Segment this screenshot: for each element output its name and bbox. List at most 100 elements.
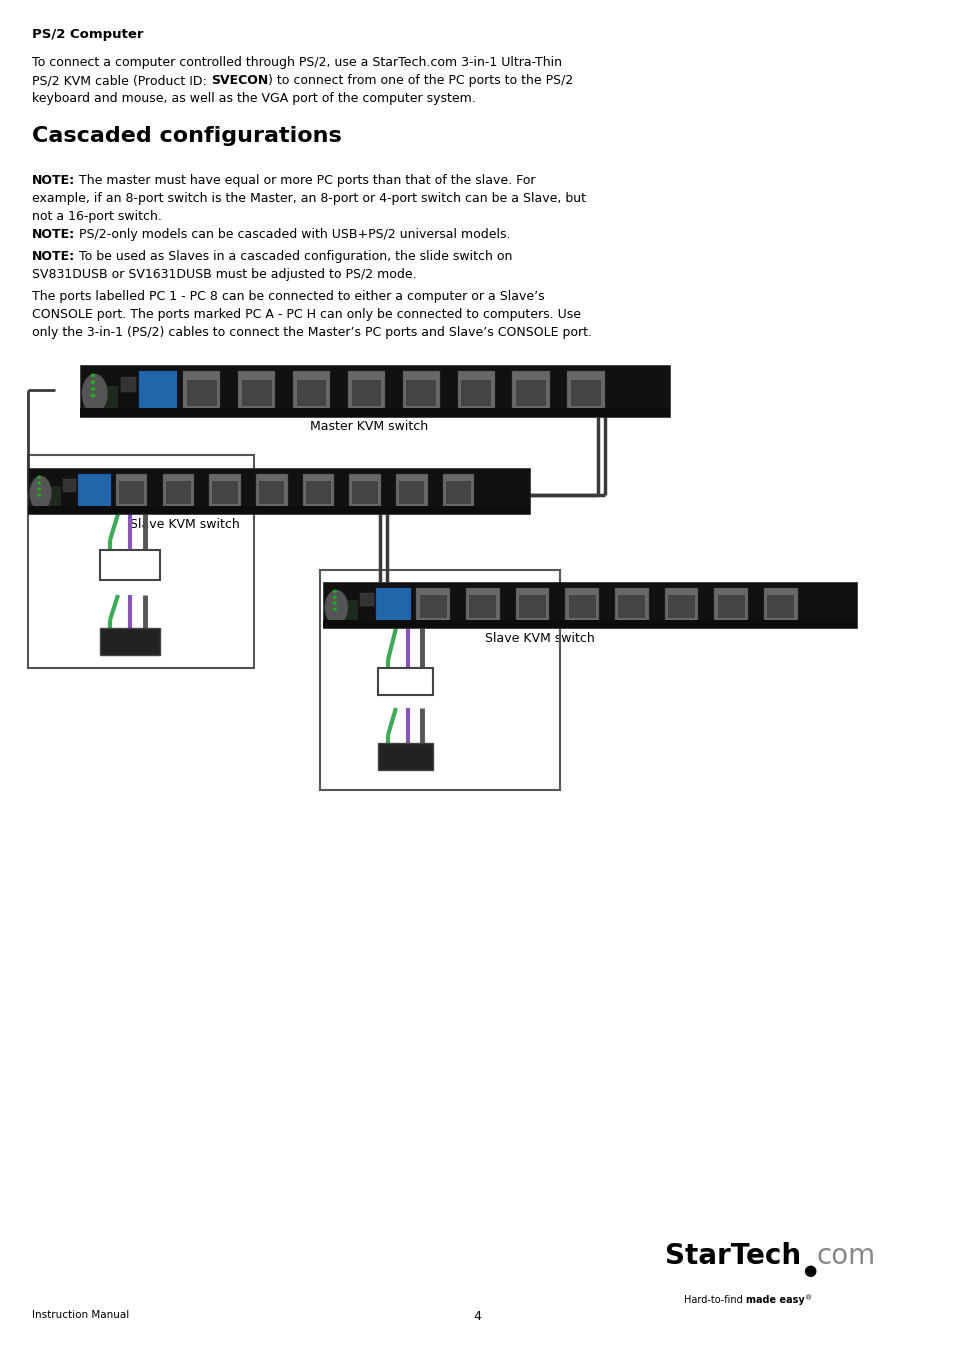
Text: NOTE:: NOTE:	[32, 229, 75, 241]
Text: Hard-to-find: Hard-to-find	[683, 1295, 745, 1305]
Bar	[377, 742, 433, 769]
Ellipse shape	[37, 494, 41, 496]
Ellipse shape	[91, 387, 95, 391]
Bar	[763, 588, 797, 620]
Text: StarTech: StarTech	[664, 1241, 801, 1270]
Text: To connect a computer controlled through PS/2, use a StarTech.com 3-in-1 Ultra-T: To connect a computer controlled through…	[32, 56, 561, 69]
Bar	[296, 379, 326, 406]
Bar	[416, 588, 450, 620]
Bar	[115, 473, 148, 507]
Bar	[325, 600, 357, 625]
Bar	[162, 473, 194, 507]
Bar	[323, 620, 856, 628]
Text: only the 3-in-1 (PS/2) cables to connect the Master’s PC ports and Slave’s CONSO: only the 3-in-1 (PS/2) cables to connect…	[32, 325, 592, 339]
Bar	[255, 473, 287, 507]
Bar	[305, 482, 331, 504]
Bar	[714, 588, 747, 620]
Bar	[348, 371, 385, 409]
Text: example, if an 8-port switch is the Master, an 8-port or 4-port switch can be a : example, if an 8-port switch is the Mast…	[32, 192, 585, 204]
Bar	[406, 379, 436, 406]
Bar	[615, 588, 648, 620]
Bar	[618, 594, 644, 619]
Bar	[119, 482, 144, 504]
Text: made easy: made easy	[745, 1295, 804, 1305]
Text: PS/2 Computer: PS/2 Computer	[32, 28, 143, 40]
Bar	[166, 482, 191, 504]
Bar	[398, 482, 424, 504]
Bar	[461, 379, 491, 406]
Bar	[293, 371, 330, 409]
Ellipse shape	[333, 601, 336, 605]
Text: CONSOLE port. The ports marked PC A - PC H can only be connected to computers. U: CONSOLE port. The ports marked PC A - PC…	[32, 308, 580, 321]
Bar	[238, 371, 275, 409]
Bar	[419, 594, 446, 619]
Bar	[516, 379, 545, 406]
Ellipse shape	[91, 394, 95, 398]
Ellipse shape	[333, 589, 336, 593]
Bar	[518, 594, 545, 619]
Bar	[402, 371, 439, 409]
Bar	[209, 473, 240, 507]
Bar	[766, 594, 794, 619]
Ellipse shape	[333, 608, 336, 611]
Text: ) to connect from one of the PC ports to the PS/2: ) to connect from one of the PC ports to…	[268, 74, 573, 87]
Ellipse shape	[82, 374, 108, 413]
Bar	[565, 588, 598, 620]
Text: SV831DUSB or SV1631DUSB must be adjusted to PS/2 mode.: SV831DUSB or SV1631DUSB must be adjusted…	[32, 268, 416, 281]
Bar	[80, 408, 669, 417]
Text: The ports labelled PC 1 - PC 8 can be connected to either a computer or a Slave’: The ports labelled PC 1 - PC 8 can be co…	[32, 291, 544, 303]
Text: NOTE:: NOTE:	[32, 250, 75, 264]
Bar	[349, 473, 380, 507]
Bar	[302, 473, 334, 507]
Bar	[512, 371, 549, 409]
Bar	[457, 371, 495, 409]
Text: Slave KVM switch: Slave KVM switch	[484, 632, 594, 646]
Bar	[571, 379, 600, 406]
Bar	[80, 364, 669, 417]
Text: 4: 4	[473, 1310, 480, 1323]
Ellipse shape	[333, 596, 336, 599]
Text: To be used as Slaves in a cascaded configuration, the slide switch on: To be used as Slaves in a cascaded confi…	[75, 250, 512, 264]
Bar	[241, 379, 272, 406]
Text: not a 16-port switch.: not a 16-port switch.	[32, 210, 162, 223]
Bar	[445, 482, 471, 504]
Bar	[376, 588, 411, 621]
Bar	[100, 550, 160, 580]
Text: Master KVM switch: Master KVM switch	[310, 420, 428, 433]
Bar	[100, 628, 160, 655]
Bar	[78, 473, 111, 508]
Bar	[469, 594, 496, 619]
Bar	[213, 482, 237, 504]
Ellipse shape	[37, 487, 41, 491]
Bar	[121, 378, 136, 391]
Bar	[667, 594, 695, 619]
Ellipse shape	[30, 476, 51, 511]
Bar	[83, 386, 118, 414]
Bar	[30, 487, 61, 511]
Bar	[139, 371, 177, 410]
Bar	[717, 594, 744, 619]
Text: The master must have equal or more PC ports than that of the slave. For: The master must have equal or more PC po…	[75, 174, 535, 187]
Bar	[442, 473, 474, 507]
Bar	[567, 371, 604, 409]
Text: SVECON: SVECON	[211, 74, 268, 87]
Bar	[28, 455, 253, 668]
Bar	[466, 588, 499, 620]
Bar	[395, 473, 427, 507]
Ellipse shape	[91, 374, 95, 377]
Bar	[28, 468, 530, 514]
Bar	[352, 482, 377, 504]
Bar	[360, 593, 374, 605]
Ellipse shape	[37, 482, 41, 484]
Bar	[377, 668, 433, 695]
Bar	[319, 570, 559, 790]
Bar	[28, 506, 530, 514]
Text: keyboard and mouse, as well as the VGA port of the computer system.: keyboard and mouse, as well as the VGA p…	[32, 91, 476, 105]
Bar	[63, 479, 75, 492]
Ellipse shape	[37, 476, 41, 479]
Text: PS/2-only models can be cascaded with USB+PS/2 universal models.: PS/2-only models can be cascaded with US…	[75, 229, 510, 241]
Text: Instruction Manual: Instruction Manual	[32, 1310, 129, 1319]
Text: ®: ®	[804, 1295, 811, 1301]
Text: ●: ●	[802, 1263, 816, 1278]
Text: PS/2 KVM cable (Product ID:: PS/2 KVM cable (Product ID:	[32, 74, 211, 87]
